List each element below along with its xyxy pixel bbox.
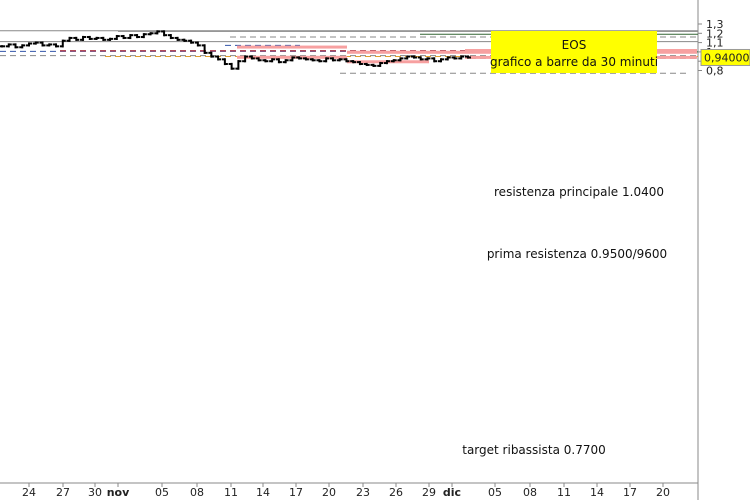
x-tick-label-7: 14 bbox=[256, 486, 270, 499]
x-tick-label-1: 27 bbox=[56, 486, 70, 499]
chart-title-line-1: EOS bbox=[562, 38, 587, 52]
y-tick-label-1: 1,2 bbox=[706, 27, 724, 40]
annotation-1: resistenza principale 1.0400 bbox=[494, 185, 664, 199]
title-box bbox=[491, 31, 657, 73]
x-tick-label-6: 11 bbox=[224, 486, 238, 499]
x-tick-label-13: dic bbox=[443, 486, 461, 499]
x-tick-label-14: 05 bbox=[488, 486, 502, 499]
chart-title-line-2: grafico a barre da 30 minuti bbox=[490, 55, 658, 69]
x-tick-label-4: 05 bbox=[155, 486, 169, 499]
x-tick-label-15: 08 bbox=[523, 486, 537, 499]
annotation-3: target ribassista 0.7700 bbox=[462, 443, 606, 457]
x-tick-label-2: 30 bbox=[88, 486, 102, 499]
x-tick-label-18: 17 bbox=[623, 486, 637, 499]
annotation-2: prima resistenza 0.9500/9600 bbox=[487, 247, 667, 261]
x-tick-label-17: 14 bbox=[590, 486, 604, 499]
x-tick-label-5: 08 bbox=[190, 486, 204, 499]
x-tick-label-9: 20 bbox=[322, 486, 336, 499]
resistance-zone-1 bbox=[237, 45, 347, 49]
x-tick-label-8: 17 bbox=[289, 486, 303, 499]
x-tick-label-0: 24 bbox=[22, 486, 36, 499]
y-tick-label-2: 1,1 bbox=[706, 37, 724, 50]
x-tick-label-11: 26 bbox=[389, 486, 403, 499]
x-tick-label-16: 11 bbox=[557, 486, 571, 499]
x-tick-label-10: 23 bbox=[356, 486, 370, 499]
x-tick-label-3: nov bbox=[107, 486, 130, 499]
x-tick-label-19: 20 bbox=[656, 486, 670, 499]
last-price-label: 0,940000 bbox=[704, 51, 750, 64]
last-price-box bbox=[700, 48, 750, 66]
x-tick-label-12: 29 bbox=[422, 486, 436, 499]
plot-area bbox=[0, 0, 698, 483]
y-tick-label-0: 1,3 bbox=[706, 18, 724, 31]
y-tick-label-5: 0,8 bbox=[706, 65, 724, 78]
